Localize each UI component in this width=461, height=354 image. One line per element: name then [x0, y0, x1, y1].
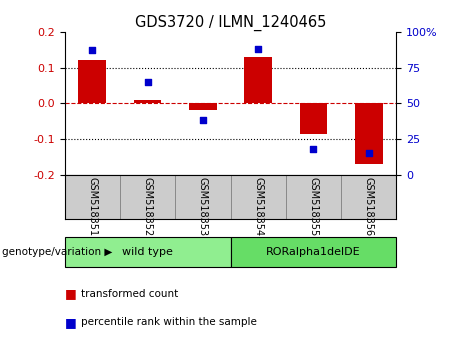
Bar [355, 103, 383, 164]
Text: GSM518353: GSM518353 [198, 177, 208, 236]
Point [365, 150, 372, 156]
Text: GSM518352: GSM518352 [142, 177, 153, 236]
Text: ■: ■ [65, 316, 76, 329]
Point [199, 118, 207, 123]
Title: GDS3720 / ILMN_1240465: GDS3720 / ILMN_1240465 [135, 14, 326, 30]
Point [144, 79, 151, 85]
Bar [65, 237, 230, 267]
Text: GSM518351: GSM518351 [87, 177, 97, 236]
Bar [244, 57, 272, 103]
Text: GSM518355: GSM518355 [308, 177, 319, 236]
Bar [78, 61, 106, 103]
Point [254, 46, 262, 52]
Bar [300, 103, 327, 134]
Text: ■: ■ [65, 287, 76, 300]
Point [310, 146, 317, 152]
Text: RORalpha1delDE: RORalpha1delDE [266, 247, 361, 257]
Point [89, 47, 96, 53]
Text: percentile rank within the sample: percentile rank within the sample [81, 317, 257, 327]
Text: GSM518354: GSM518354 [253, 177, 263, 236]
Bar [134, 101, 161, 103]
Bar [230, 237, 396, 267]
Text: wild type: wild type [122, 247, 173, 257]
Text: genotype/variation ▶: genotype/variation ▶ [2, 247, 112, 257]
Text: transformed count: transformed count [81, 289, 178, 299]
Bar [189, 103, 217, 110]
Text: GSM518356: GSM518356 [364, 177, 374, 236]
